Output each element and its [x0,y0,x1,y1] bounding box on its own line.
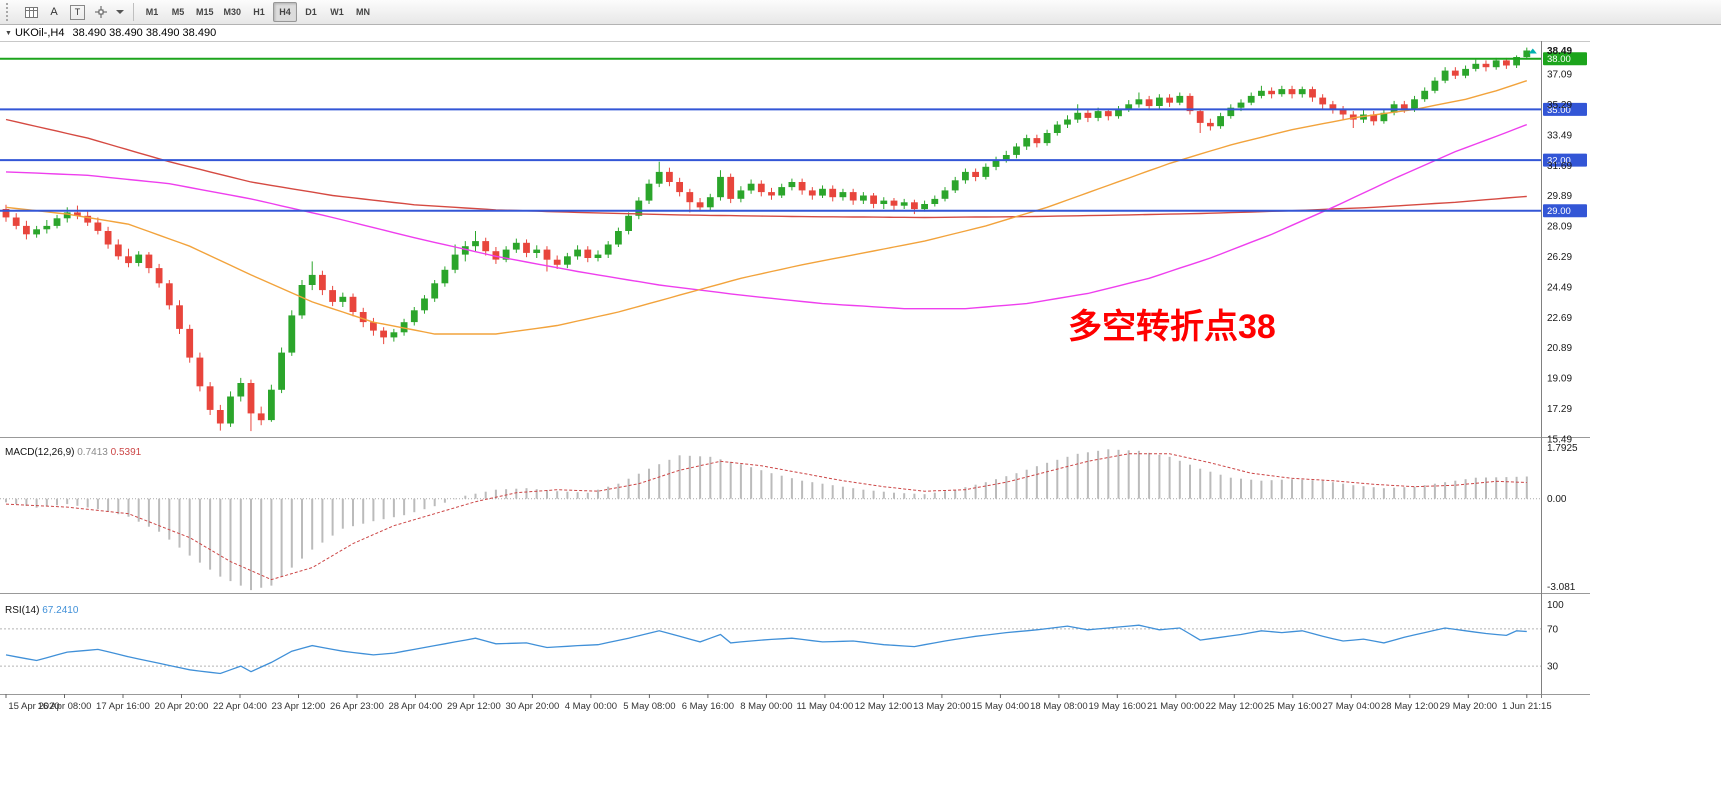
svg-text:4 May 00:00: 4 May 00:00 [565,701,617,712]
timeframe-group: M1 M5 M15 M30 H1 H4 D1 W1 MN [139,2,376,22]
text-tool-a-button[interactable]: A [44,2,64,22]
svg-text:16 Apr 08:00: 16 Apr 08:00 [38,701,92,712]
up-arrow-marker [1528,48,1537,54]
macd-panel[interactable]: 1.7925 0.00 -3.081 MACD(12,26,9) 0.7413 0.5… [0,443,1578,593]
rsi-panel[interactable]: 100 70 30 RSI(14) 67.2410 [0,600,1564,675]
ma-slow-red [5,118,1527,219]
ma-fast-orange [5,80,1528,335]
svg-text:27 May 04:00: 27 May 04:00 [1323,701,1381,712]
svg-text:19 May 16:00: 19 May 16:00 [1089,701,1147,712]
svg-text:28 May 12:00: 28 May 12:00 [1381,701,1439,712]
svg-text:12 May 12:00: 12 May 12:00 [855,701,913,712]
price-badge-32.00: 32.00 [1543,153,1587,167]
svg-text:20 Apr 20:00: 20 Apr 20:00 [155,701,209,712]
svg-text:35.00: 35.00 [1547,105,1571,116]
chart-canvas[interactable]: 多空转折点38 38.00 35.00 32.00 29.00 37.09 35.29 33.… [0,41,1721,786]
svg-text:1 Jun 21:15: 1 Jun 21:15 [1502,701,1552,712]
symbol-dropdown-icon[interactable]: ▼ [5,29,12,37]
macd-header: MACD(12,26,9) 0.7413 0.5391 [5,447,142,458]
svg-text:32.00: 32.00 [1547,156,1571,167]
svg-text:29.89: 29.89 [1547,191,1572,202]
symbol-ohlc-values: 38.490 38.490 38.490 38.490 [72,27,217,39]
svg-text:29.00: 29.00 [1547,206,1571,217]
timeframe-D1-button[interactable]: D1 [299,2,323,22]
toolbar: A T M1 M5 M15 M30 H1 H4 D1 W1 MN [0,0,1721,25]
svg-text:6 May 16:00: 6 May 16:00 [682,701,734,712]
svg-text:15 May 04:00: 15 May 04:00 [972,701,1030,712]
svg-text:30 Apr 20:00: 30 Apr 20:00 [505,701,559,712]
timeframe-W1-button[interactable]: W1 [325,2,349,22]
symbol-title: UKOil-,H4 [14,27,65,39]
text-t-label: T [70,4,85,20]
chevron-down-icon[interactable] [116,10,124,14]
crosshair-tool-button[interactable] [91,2,111,22]
svg-text:25 May 16:00: 25 May 16:00 [1264,701,1322,712]
chart-grid-button[interactable] [21,2,42,22]
price-panel[interactable]: 多空转折点38 [0,47,1541,432]
svg-text:38.00: 38.00 [1547,54,1571,65]
svg-text:8 May 00:00: 8 May 00:00 [740,701,792,712]
svg-text:19.09: 19.09 [1547,374,1572,385]
svg-text:70: 70 [1547,624,1559,635]
timeframe-H4-button[interactable]: H4 [273,2,298,22]
price-badge-38.00: 38.00 [1543,52,1587,66]
timeframe-M5-button[interactable]: M5 [166,2,190,22]
svg-text:20.89: 20.89 [1547,343,1572,354]
svg-text:35.29: 35.29 [1547,100,1572,111]
grid-icon [25,6,38,18]
svg-text:17.29: 17.29 [1547,404,1572,415]
timeframe-MN-button[interactable]: MN [351,2,375,22]
svg-text:30: 30 [1547,662,1559,673]
svg-text:28 Apr 04:00: 28 Apr 04:00 [388,701,442,712]
svg-text:5 May 08:00: 5 May 08:00 [623,701,675,712]
timeframe-H1-button[interactable]: H1 [247,2,271,22]
svg-text:-3.081: -3.081 [1547,582,1576,593]
svg-text:33.49: 33.49 [1547,130,1572,141]
ma-mid-magenta [5,123,1528,310]
svg-text:38.49: 38.49 [1547,46,1572,57]
svg-text:22.69: 22.69 [1547,313,1572,324]
timeframe-M15-button[interactable]: M15 [192,2,218,22]
svg-text:29 May 20:00: 29 May 20:00 [1440,701,1498,712]
macd-signal-line [5,453,1527,581]
svg-text:29 Apr 12:00: 29 Apr 12:00 [447,701,501,712]
text-a-label: A [50,6,58,18]
svg-text:11 May 04:00: 11 May 04:00 [796,701,853,712]
symbol-bar: ▼ UKOil-,H4 38.490 38.490 38.490 38.490 [0,25,1721,41]
price-scale[interactable]: 37.09 35.29 33.49 31.69 29.89 28.09 26.29 24.49… [1547,46,1572,445]
svg-text:100: 100 [1547,600,1564,611]
toolbar-drag-handle[interactable] [6,3,14,21]
svg-text:17 Apr 16:00: 17 Apr 16:00 [96,701,150,712]
svg-text:21 May 00:00: 21 May 00:00 [1147,701,1205,712]
svg-text:15 Apr 2020: 15 Apr 2020 [8,701,59,712]
svg-text:13 May 20:00: 13 May 20:00 [913,701,971,712]
svg-text:23 Apr 12:00: 23 Apr 12:00 [272,701,326,712]
svg-text:31.69: 31.69 [1547,161,1572,172]
crosshair-icon [95,6,107,18]
svg-text:18 May 08:00: 18 May 08:00 [1030,701,1088,712]
rsi-header: RSI(14) 67.2410 [5,605,79,616]
price-badge-29.00: 29.00 [1543,204,1587,218]
timeframe-M1-button[interactable]: M1 [140,2,164,22]
annotation-text[interactable]: 多空转折点38 [1068,308,1276,346]
chart-area: 多空转折点38 38.00 35.00 32.00 29.00 37.09 35.29 33.… [0,41,1721,786]
text-tool-t-button[interactable]: T [66,2,89,22]
timeframe-M30-button[interactable]: M30 [220,2,246,22]
toolbar-separator [133,3,134,21]
svg-text:15.49: 15.49 [1547,434,1572,445]
price-badge-35.00: 35.00 [1543,102,1587,116]
svg-text:26.29: 26.29 [1547,252,1572,263]
svg-text:28.09: 28.09 [1547,222,1572,233]
svg-text:22 Apr 04:00: 22 Apr 04:00 [213,701,267,712]
rsi-line [5,624,1527,675]
svg-text:37.09: 37.09 [1547,70,1572,81]
svg-text:0.00: 0.00 [1547,494,1567,505]
svg-text:22 May 12:00: 22 May 12:00 [1206,701,1264,712]
svg-text:1.7925: 1.7925 [1547,443,1578,454]
svg-text:24.49: 24.49 [1547,282,1572,293]
svg-text:26 Apr 23:00: 26 Apr 23:00 [330,701,384,712]
